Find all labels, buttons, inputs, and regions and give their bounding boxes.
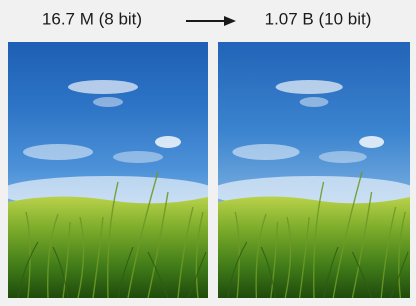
comparison: 16.7 M (8 bit) 1.07 B (10 bit) [0,0,416,301]
right-photo [208,42,416,298]
comparison-page: 16.7 M (8 bit) 1.07 B (10 bit) [0,0,416,301]
left-label: 16.7 M (8 bit) [42,9,142,28]
left-photo [0,42,218,298]
right-label: 1.07 B (10 bit) [265,9,372,28]
arrow-head [224,16,236,26]
